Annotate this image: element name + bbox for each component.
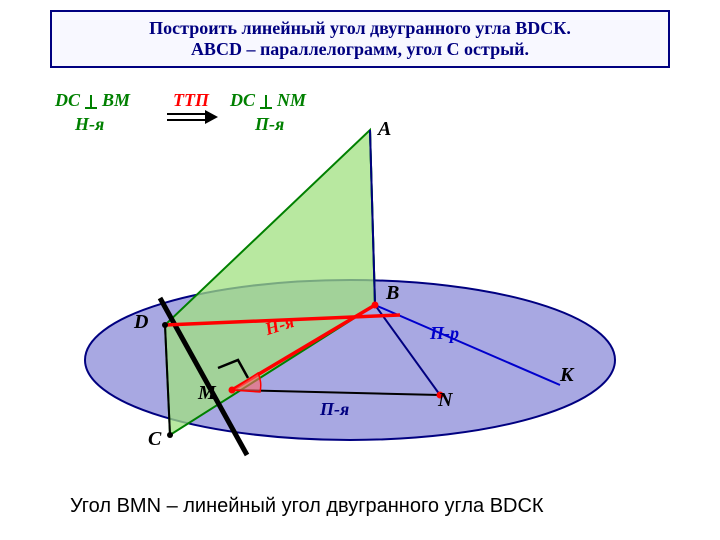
perp-icon [259, 93, 273, 111]
label-d: D [134, 311, 148, 334]
stmt2-label: П-я [255, 114, 284, 135]
arrow-icon [165, 108, 220, 130]
perp-statement-2: DC NM [230, 90, 306, 111]
bottom-caption: Угол ВМN – линейный угол двугранного угл… [70, 495, 544, 518]
point-b [372, 302, 379, 309]
stmt1-right: BM [102, 90, 130, 110]
label-m: M [198, 382, 216, 405]
label-b: B [386, 282, 399, 305]
title-box: Построить линейный угол двугранного угла… [50, 10, 670, 68]
stmt2-left: DC [230, 90, 255, 110]
label-n: N [438, 389, 452, 412]
stmt1-left: DC [55, 90, 80, 110]
label-a: A [378, 118, 391, 141]
perp-icon [84, 93, 98, 111]
diagram: A B C D К M N Н-я П-я П-р [70, 180, 630, 460]
perp-statement-1: DC BM [55, 90, 130, 111]
point-d [162, 322, 168, 328]
label-pr: П-р [430, 323, 459, 344]
title-line1: Построить линейный угол двугранного угла… [64, 18, 656, 39]
stmt1-label: Н-я [75, 114, 104, 135]
point-m [229, 387, 236, 394]
stmt2-right: NM [277, 90, 306, 110]
label-k: К [560, 364, 574, 387]
label-c: C [148, 428, 161, 451]
point-c [167, 432, 173, 438]
title-line2: АВСD – параллелограмм, угол С острый. [64, 39, 656, 60]
label-pya: П-я [320, 399, 349, 420]
